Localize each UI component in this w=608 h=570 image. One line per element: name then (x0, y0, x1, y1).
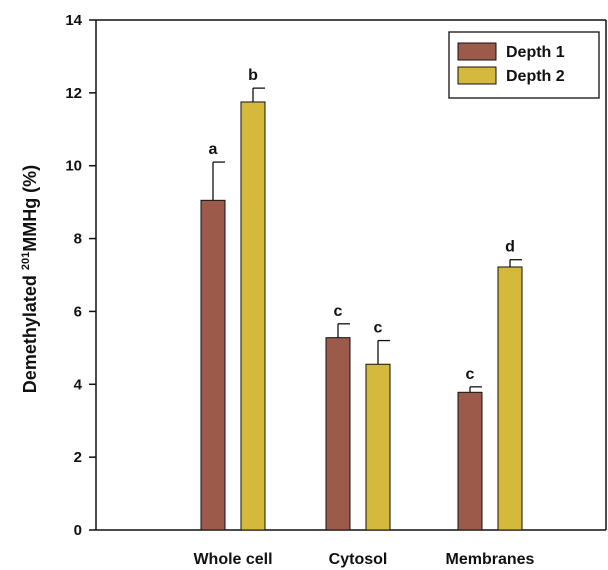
y-tick-label: 2 (74, 449, 82, 466)
significance-letter-membranes-depth-1: c (466, 366, 475, 383)
legend-box (448, 31, 600, 99)
legend: Depth 1 Depth 2 (448, 31, 600, 99)
bar-cytosol-depth-2 (365, 363, 391, 531)
y-axis-label: Demethylated 201MMHg (%) (20, 165, 40, 393)
legend-swatch-depth-2 (457, 66, 497, 85)
significance-letter-cytosol-depth-1: c (334, 303, 343, 320)
legend-swatch-depth-1 (457, 42, 497, 61)
bars (200, 87, 523, 531)
y-tick-label: 10 (65, 158, 82, 175)
significance-letter-whole-cell-depth-1: a (209, 141, 218, 158)
y-tick-label: 0 (74, 522, 82, 539)
bar-membranes-depth-1 (457, 391, 483, 531)
y-tick-label: 4 (74, 376, 83, 393)
labels: a b Whole cell c c Cytosol c d Membranes (193, 67, 534, 568)
bar-membranes-depth-2 (497, 266, 523, 531)
axes: 0 2 4 6 8 10 12 14 Demethylated 201MMHg (%) (20, 12, 607, 539)
category-label-whole-cell: Whole cell (193, 551, 272, 568)
legend-label-depth-1: Depth 1 (506, 44, 565, 61)
y-tick-label: 14 (65, 12, 82, 29)
legend-label-depth-2: Depth 2 (506, 68, 565, 85)
bar-whole-cell-depth-2 (240, 101, 266, 531)
y-tick-label: 8 (74, 231, 82, 248)
significance-letter-cytosol-depth-2: c (374, 320, 383, 337)
bar-cytosol-depth-1 (325, 337, 351, 531)
y-tick-label: 6 (74, 303, 82, 320)
significance-letter-membranes-depth-2: d (505, 239, 515, 256)
bar-whole-cell-depth-1 (200, 199, 226, 531)
category-label-cytosol: Cytosol (329, 551, 388, 568)
significance-letter-whole-cell-depth-2: b (248, 67, 258, 84)
y-tick-label: 12 (65, 85, 82, 102)
category-label-membranes: Membranes (446, 551, 535, 568)
